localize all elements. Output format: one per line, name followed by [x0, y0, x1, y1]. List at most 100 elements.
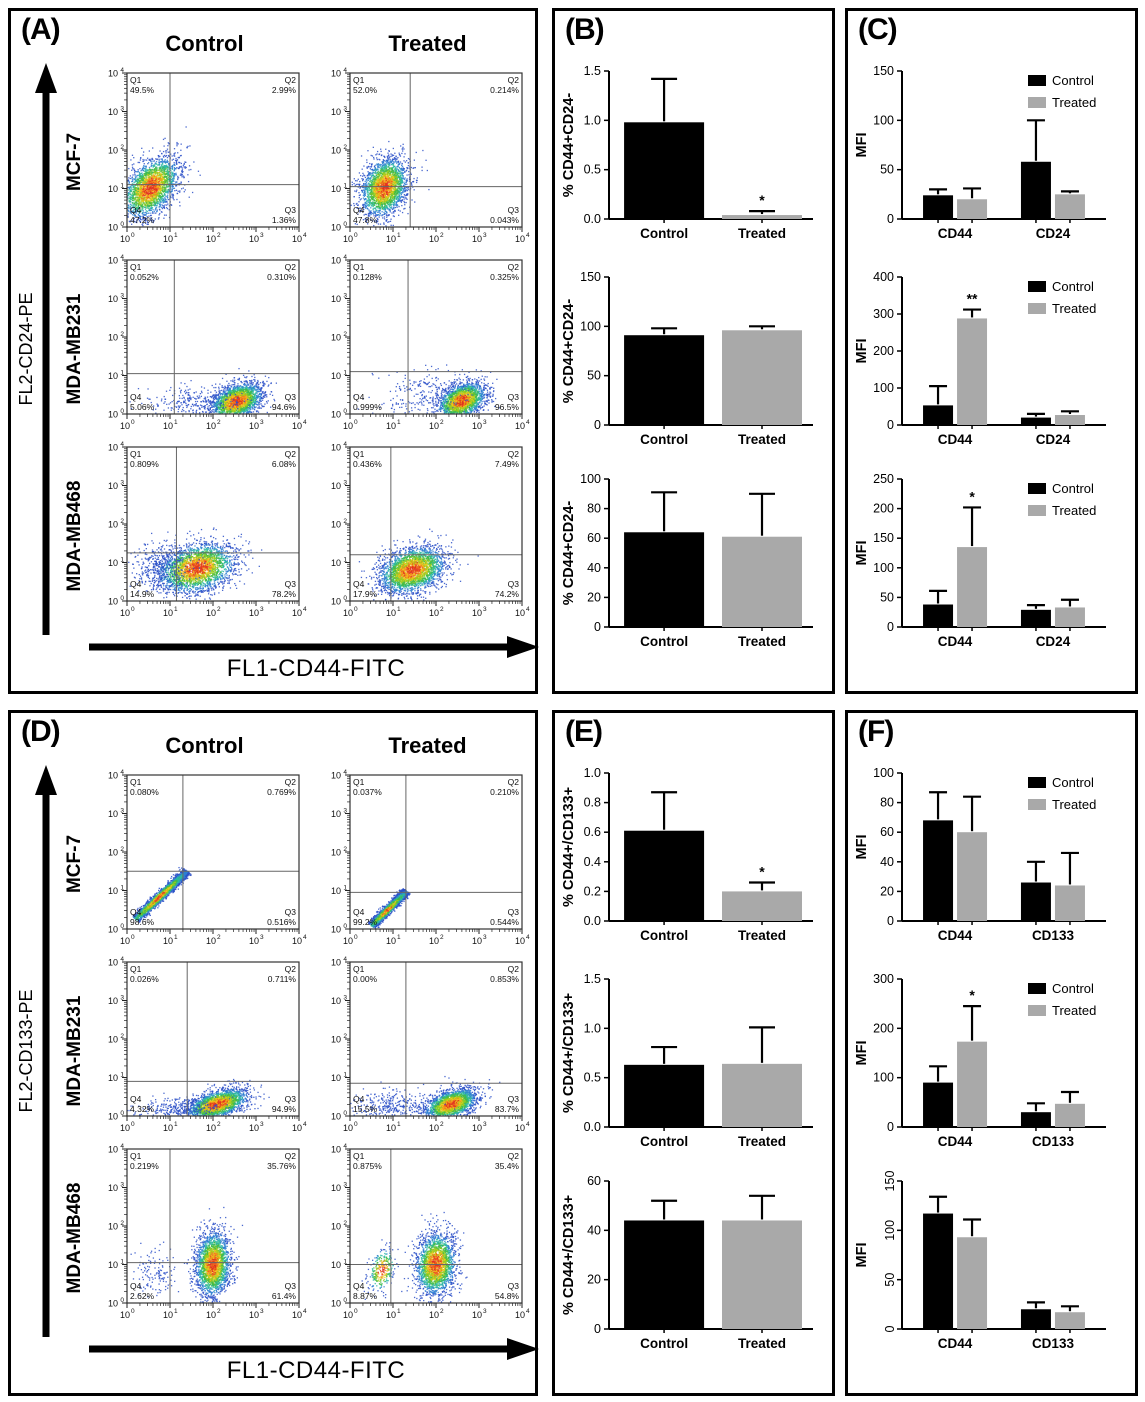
category-label: Treated — [738, 1134, 786, 1149]
quadrant-label-q4: Q4 8.87% — [353, 1281, 378, 1301]
cell-line-label: MDA-MB468 — [64, 1182, 85, 1294]
y-tick-label: 100 — [580, 319, 601, 333]
y-tick-label: 0.8 — [584, 796, 601, 810]
bar — [923, 820, 954, 921]
chart-y-axis-label: % CD44+CD24- — [561, 299, 577, 404]
y-tick-label: 0.5 — [584, 163, 601, 177]
quadrant-label-q1: Q1 0.037% — [353, 777, 382, 797]
bar — [1054, 1312, 1085, 1329]
flow-plot-canvas — [320, 769, 535, 959]
y-tick-label: 0 — [594, 418, 601, 432]
bar-chart-F1: 0 20 40 60 80 100 MFI CD44 CD133 Control Treated — [854, 766, 1106, 943]
bar-chart-C2: 0 100 200 300 400 MFI ** CD44 CD24 Control Treated — [854, 270, 1106, 447]
chart-y-axis-label: % CD44+CD24- — [561, 93, 577, 198]
y-tick-label: 80 — [880, 796, 894, 810]
y-tick-label: 50 — [587, 369, 601, 383]
y-axis-arrow — [35, 63, 57, 635]
y-tick-label: 40 — [587, 561, 601, 575]
y-tick-label: 1.5 — [584, 972, 601, 986]
y-tick-label: 0.4 — [584, 855, 601, 869]
category-label: Control — [640, 226, 688, 241]
bar-chart-E2: 0.0 0.5 1.0 1.5 % CD44+/CD133+ Control Treated — [561, 972, 813, 1149]
bar — [1054, 607, 1085, 627]
y-tick-label: 200 — [873, 502, 894, 516]
quadrant-label-q3: Q3 96.5% — [494, 392, 519, 412]
y-tick-label: 50 — [880, 163, 894, 177]
bar — [624, 830, 705, 921]
quadrant-label-q2: Q2 0.711% — [267, 964, 296, 984]
y-tick-label: 1.5 — [584, 64, 601, 78]
quadrant-label-q1: Q1 0.00% — [353, 964, 378, 984]
category-label: CD44 — [938, 928, 973, 943]
legend-swatch — [1028, 75, 1046, 86]
flow-plot-canvas — [320, 254, 535, 444]
bar-chart-F3: 0 50 100 150 MFI CD44 CD133 — [854, 1171, 1106, 1351]
legend-swatch — [1028, 505, 1046, 516]
y-tick-label: 40 — [587, 1223, 601, 1237]
category-label: Control — [640, 634, 688, 649]
category-label: CD133 — [1032, 1134, 1075, 1149]
flow-plot-d-mda-mb231-treated: Q1 0.00% Q2 0.853% Q3 83.7% Q4 15.5% — [320, 956, 535, 1146]
quadrant-label-q3: Q3 83.7% — [494, 1094, 519, 1114]
bar — [957, 318, 988, 425]
chart-slot-C2: 0 100 200 300 400 MFI ** CD44 CD24 Control Treated — [852, 261, 1122, 464]
column-header-treated: Treated — [388, 733, 467, 758]
quadrant-label-q3: Q3 54.8% — [494, 1281, 519, 1301]
flow-plot-a-mcf-7-control: Q1 49.5% Q2 2.99% Q3 1.36% Q4 47.2% — [97, 67, 312, 257]
flow-plot-a-mda-mb231-treated: Q1 0.128% Q2 0.325% Q3 96.5% Q4 0.999% — [320, 254, 535, 444]
flow-plot-canvas — [320, 441, 535, 631]
flow-plot-a-mcf-7-treated: Q1 52.0% Q2 0.214% Q3 0.043% Q4 47.8% — [320, 67, 535, 257]
quadrant-label-q3: Q3 0.516% — [267, 907, 296, 927]
y-tick-label: 0 — [883, 1325, 897, 1332]
significance-marker: * — [969, 488, 975, 504]
bar — [722, 1063, 802, 1127]
chart-slot-F1: 0 20 40 60 80 100 MFI CD44 CD133 Control Treated — [852, 757, 1122, 960]
legend-swatch — [1028, 983, 1046, 994]
quadrant-label-q1: Q1 0.875% — [353, 1151, 382, 1171]
category-label: CD44 — [938, 432, 973, 447]
y-tick-label: 150 — [883, 1171, 897, 1192]
quadrant-label-q2: Q2 35.76% — [267, 1151, 296, 1171]
y-tick-label: 80 — [587, 502, 601, 516]
bar — [957, 832, 988, 921]
cell-line-label: MCF-7 — [64, 834, 85, 894]
y-axis-label: FL2-CD133-PE — [16, 989, 36, 1113]
bar — [624, 335, 705, 425]
bar — [923, 604, 954, 627]
y-tick-label: 100 — [873, 381, 894, 395]
category-label: CD133 — [1032, 1336, 1075, 1351]
chart-y-axis-label: % CD44+/CD133+ — [561, 1195, 577, 1315]
cell-line-label: MDA-MB468 — [64, 480, 85, 592]
legend-swatch — [1028, 777, 1046, 788]
y-tick-label: 0 — [887, 1120, 894, 1134]
legend-label: Control — [1052, 775, 1094, 790]
legend-label: Control — [1052, 981, 1094, 996]
bar — [624, 1064, 705, 1127]
significance-marker: * — [759, 192, 765, 208]
quadrant-label-q1: Q1 0.436% — [353, 449, 382, 469]
flow-plot-d-mcf-7-control: Q1 0.080% Q2 0.769% Q3 0.516% Q4 98.6% — [97, 769, 312, 959]
category-label: Control — [640, 928, 688, 943]
y-tick-label: 300 — [873, 307, 894, 321]
column-header-treated: Treated — [388, 31, 467, 56]
chart-slot-E1: 0.0 0.2 0.4 0.6 0.8 1.0 % CD44+/CD133+ Control *… — [559, 757, 829, 960]
y-tick-label: 200 — [873, 1021, 894, 1035]
bar — [1020, 1309, 1051, 1329]
quadrant-label-q3: Q3 94.6% — [271, 392, 296, 412]
legend-swatch — [1028, 1005, 1046, 1016]
category-label: Treated — [738, 1336, 786, 1351]
legend-swatch — [1028, 483, 1046, 494]
y-tick-label: 150 — [580, 270, 601, 284]
category-label: Treated — [738, 634, 786, 649]
bar — [1020, 609, 1051, 627]
y-tick-label: 100 — [873, 766, 894, 780]
bar — [957, 1041, 988, 1127]
category-label: CD24 — [1036, 432, 1071, 447]
panel-d-label: (D) — [21, 715, 61, 748]
legend-label: Control — [1052, 279, 1094, 294]
legend-swatch — [1028, 799, 1046, 810]
bar-chart-C3: 0 50 100 150 200 250 MFI * CD44 CD24 Control Treate… — [854, 472, 1106, 649]
cell-line-label: MDA-MB231 — [64, 293, 85, 405]
bar — [1054, 885, 1085, 921]
